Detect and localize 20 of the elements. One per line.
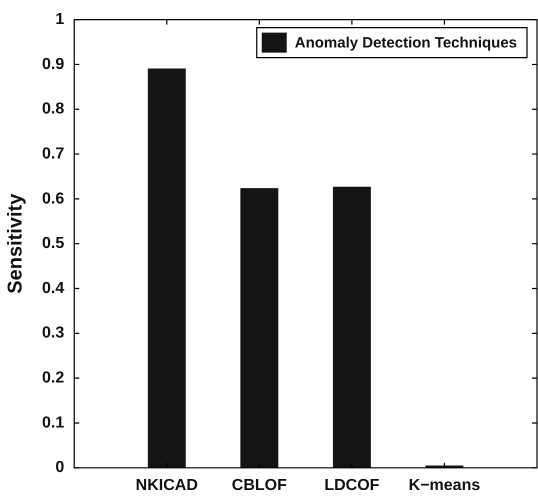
y-tick-label: 1 [55, 11, 64, 28]
x-tick-label: LDCOF [324, 476, 380, 494]
bar [332, 186, 371, 468]
x-tick-label: CBLOF [232, 476, 288, 494]
y-tick-label: 0.3 [42, 324, 64, 342]
y-tick-label: 0.5 [42, 235, 64, 252]
legend-label: Anomaly Detection Techniques [294, 34, 518, 52]
bar [148, 68, 186, 468]
x-tick-label: K−means [408, 476, 480, 494]
x-tick-label: NKICAD [136, 476, 198, 494]
y-axis-title: Sensitivity [4, 192, 27, 294]
y-tick-label: 0.1 [42, 414, 64, 432]
y-tick-label: 0.2 [42, 370, 64, 387]
y-tick-label: 0.9 [42, 56, 64, 73]
y-tick-label: 0.4 [42, 280, 64, 297]
y-tick-label: 0.8 [42, 100, 64, 118]
y-tick-label: 0.6 [42, 190, 64, 208]
y-tick-label: 0.7 [42, 145, 64, 162]
bar [240, 188, 278, 468]
y-tick-label: 0 [55, 459, 64, 476]
